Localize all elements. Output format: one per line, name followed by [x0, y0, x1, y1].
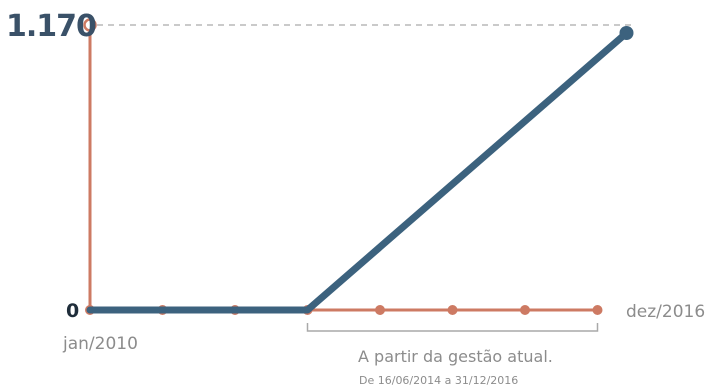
y-max-marker [83, 18, 97, 32]
x-tick-dot [375, 305, 385, 315]
period-label: A partir da gestão atual. [358, 347, 553, 366]
period-dates: De 16/06/2014 a 31/12/2016 [359, 374, 518, 387]
x-tick-dot [592, 305, 603, 315]
series-line-group [86, 26, 634, 314]
y-zero-label: 0 [66, 300, 79, 322]
x-end-label: dez/2016 [626, 302, 705, 322]
period-bracket [306, 323, 599, 332]
series-end-point [619, 26, 634, 40]
y-max-label: 1.170 [6, 9, 96, 44]
x-start-label: jan/2010 [62, 334, 138, 354]
series-line [86, 29, 630, 314]
x-tick-dot [447, 305, 458, 315]
x-tick-dot [520, 305, 530, 315]
